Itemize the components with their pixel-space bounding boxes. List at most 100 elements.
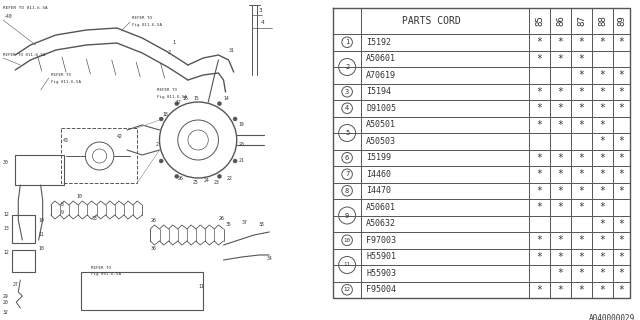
Text: *: *: [557, 202, 563, 212]
Text: *: *: [536, 252, 543, 262]
Text: PARTS CORD: PARTS CORD: [402, 16, 460, 26]
Text: *: *: [536, 285, 543, 295]
Circle shape: [175, 102, 179, 106]
Text: 18: 18: [163, 113, 168, 117]
Text: *: *: [579, 103, 584, 113]
Text: -40: -40: [3, 13, 12, 19]
Text: 87: 87: [577, 16, 586, 26]
Text: *: *: [536, 169, 543, 179]
Text: *: *: [557, 120, 563, 130]
Text: *: *: [536, 103, 543, 113]
Text: *: *: [619, 186, 625, 196]
Text: F97003: F97003: [366, 236, 396, 245]
Text: 33: 33: [92, 215, 97, 220]
Text: 10: 10: [76, 195, 82, 199]
Text: 19: 19: [239, 123, 244, 127]
Text: 14: 14: [223, 95, 229, 100]
Text: *: *: [619, 252, 625, 262]
Text: A040000029: A040000029: [589, 314, 635, 320]
Text: 29: 29: [3, 293, 9, 299]
Text: 13: 13: [3, 226, 9, 230]
Text: *: *: [619, 219, 625, 229]
Text: 30: 30: [3, 159, 9, 164]
Text: 23: 23: [213, 180, 219, 185]
Text: *: *: [579, 202, 584, 212]
Text: *: *: [600, 169, 605, 179]
Text: *: *: [600, 136, 605, 146]
Text: *: *: [579, 87, 584, 97]
Text: *: *: [579, 252, 584, 262]
Text: *: *: [619, 70, 625, 80]
Bar: [12, 250, 35, 272]
Text: *: *: [600, 252, 605, 262]
Text: 6: 6: [345, 155, 349, 161]
Text: 11: 11: [38, 233, 44, 237]
Text: 5: 5: [345, 130, 349, 136]
Text: *: *: [619, 285, 625, 295]
Text: I4460: I4460: [366, 170, 391, 179]
Text: Fig 011-6.5A: Fig 011-6.5A: [51, 80, 81, 84]
Text: *: *: [600, 87, 605, 97]
Circle shape: [159, 117, 163, 121]
Text: *: *: [600, 268, 605, 278]
Circle shape: [175, 174, 179, 178]
Text: REFER TO 011-6.5A: REFER TO 011-6.5A: [3, 53, 45, 57]
Text: 2: 2: [168, 50, 171, 54]
Circle shape: [218, 102, 221, 106]
Text: 4: 4: [261, 20, 265, 25]
Text: A50601: A50601: [366, 203, 396, 212]
Text: 2: 2: [156, 142, 158, 148]
Text: 3: 3: [345, 89, 349, 95]
Text: A50601: A50601: [366, 54, 396, 63]
Text: 10: 10: [344, 238, 351, 243]
Text: *: *: [619, 235, 625, 245]
Text: Fig 001-6.5A: Fig 001-6.5A: [92, 272, 122, 276]
Text: *: *: [579, 54, 584, 64]
Text: *: *: [579, 186, 584, 196]
Text: REFER TO: REFER TO: [51, 73, 71, 77]
Text: *: *: [579, 120, 584, 130]
Text: 26: 26: [218, 215, 224, 220]
Text: I4470: I4470: [366, 186, 391, 195]
Text: 24: 24: [204, 178, 209, 182]
Text: 89: 89: [617, 16, 626, 26]
Text: 31: 31: [228, 47, 234, 52]
Text: *: *: [579, 169, 584, 179]
Text: 85: 85: [535, 16, 544, 26]
Text: REFER TO: REFER TO: [132, 16, 152, 20]
Text: *: *: [557, 153, 563, 163]
Bar: [12, 215, 35, 243]
Text: *: *: [600, 153, 605, 163]
Text: *: *: [557, 285, 563, 295]
Text: F95004: F95004: [366, 285, 396, 294]
Text: 26: 26: [178, 175, 184, 180]
Text: 10: 10: [38, 245, 44, 251]
Text: 1: 1: [345, 39, 349, 45]
Text: 35: 35: [225, 222, 231, 228]
Text: *: *: [619, 37, 625, 47]
Text: *: *: [600, 37, 605, 47]
Text: 12: 12: [3, 250, 9, 254]
Text: *: *: [600, 202, 605, 212]
Circle shape: [233, 159, 237, 163]
Text: 42: 42: [117, 133, 123, 139]
Text: *: *: [536, 153, 543, 163]
Text: 8: 8: [61, 203, 64, 207]
Text: 11: 11: [198, 284, 204, 290]
Text: 7: 7: [345, 171, 349, 177]
Text: *: *: [619, 169, 625, 179]
Text: 10: 10: [38, 218, 44, 222]
Text: 27: 27: [12, 283, 18, 287]
Text: A50632: A50632: [366, 219, 396, 228]
Text: 38: 38: [259, 222, 265, 228]
Text: H55901: H55901: [366, 252, 396, 261]
Text: 3: 3: [259, 7, 263, 12]
Text: Fig 011-6.5A: Fig 011-6.5A: [157, 95, 188, 99]
Text: 12: 12: [3, 212, 9, 218]
Text: *: *: [579, 268, 584, 278]
Text: I5199: I5199: [366, 153, 391, 162]
Bar: [15, 155, 64, 185]
Text: *: *: [579, 153, 584, 163]
Text: *: *: [557, 37, 563, 47]
Text: *: *: [600, 285, 605, 295]
